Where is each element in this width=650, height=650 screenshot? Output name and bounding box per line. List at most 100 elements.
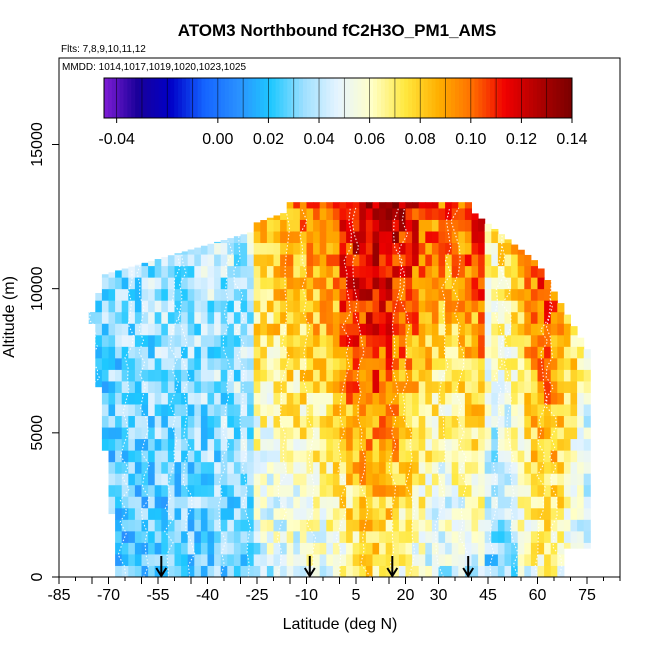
heatmap-cell (194, 450, 202, 463)
heatmap-cell (121, 519, 129, 532)
heatmap-cell (359, 542, 367, 555)
heatmap-cell (379, 277, 387, 290)
heatmap-cell (167, 404, 175, 417)
heatmap-cell (445, 404, 453, 417)
heatmap-cell (464, 450, 472, 463)
heatmap-cell (200, 334, 208, 347)
heatmap-cell (233, 242, 241, 255)
heatmap-cell (392, 530, 400, 543)
heatmap-cell (339, 565, 347, 578)
heatmap-cell (550, 323, 558, 336)
heatmap-cell (517, 369, 525, 382)
heatmap-cell (313, 231, 321, 244)
heatmap-cell (511, 553, 519, 566)
heatmap-cell (550, 496, 558, 509)
heatmap-cell (108, 311, 116, 324)
heatmap-cell (544, 496, 552, 509)
heatmap-cell (181, 438, 189, 451)
heatmap-cell (365, 553, 373, 566)
colorbar-segment (143, 78, 148, 118)
heatmap-cell (392, 202, 400, 209)
heatmap-cell (557, 415, 565, 428)
heatmap-cell (339, 242, 347, 255)
x-tick-label: 30 (430, 587, 448, 604)
heatmap-cell (372, 300, 380, 313)
heatmap-cell (497, 473, 505, 486)
heatmap-cell (491, 530, 499, 543)
heatmap-cell (392, 357, 400, 370)
heatmap-cell (491, 542, 499, 555)
heatmap-cell (570, 380, 578, 393)
heatmap-cell (161, 404, 169, 417)
heatmap-cell (550, 311, 558, 324)
heatmap-cell (148, 334, 156, 347)
heatmap-cell (273, 369, 281, 382)
heatmap-cell (544, 346, 552, 359)
heatmap-cell (365, 450, 373, 463)
heatmap-cell (181, 300, 189, 313)
heatmap-cell (458, 450, 466, 463)
heatmap-cell (372, 438, 380, 451)
heatmap-cell (471, 346, 479, 359)
heatmap-cell (346, 450, 354, 463)
heatmap-cell (563, 519, 571, 532)
heatmap-cell (154, 461, 162, 474)
heatmap-cell (101, 274, 109, 278)
heatmap-cell (148, 265, 156, 278)
heatmap-cell (550, 507, 558, 520)
heatmap-cell (194, 288, 202, 301)
heatmap-cell (372, 334, 380, 347)
heatmap-cell (431, 496, 439, 509)
heatmap-cell (240, 380, 248, 393)
heatmap-cell (425, 369, 433, 382)
heatmap-cell (194, 404, 202, 417)
heatmap-cell (326, 219, 334, 232)
heatmap-cell (286, 542, 294, 555)
heatmap-cell (220, 288, 228, 301)
heatmap-cell (194, 427, 202, 440)
heatmap-cell (471, 530, 479, 543)
heatmap-cell (511, 461, 519, 474)
heatmap-cell (471, 369, 479, 382)
heatmap-cell (313, 202, 321, 209)
heatmap-cell (260, 404, 268, 417)
heatmap-cell (128, 507, 136, 520)
heatmap-cell (313, 277, 321, 290)
heatmap-cell (200, 265, 208, 278)
heatmap-cell (352, 530, 360, 543)
heatmap-cell (491, 507, 499, 520)
colorbar-segment (115, 78, 121, 118)
heatmap-cell (530, 288, 538, 301)
arrow-head (386, 567, 399, 578)
heatmap-cell (557, 380, 565, 393)
heatmap-cell (115, 277, 123, 290)
heatmap-cell (583, 507, 591, 520)
heatmap-cell (544, 484, 552, 497)
heatmap-cell (332, 357, 340, 370)
heatmap-cell (365, 484, 373, 497)
heatmap-cell (491, 450, 499, 463)
heatmap-cell (141, 334, 149, 347)
heatmap-cell (464, 392, 472, 405)
heatmap-cell (484, 461, 492, 474)
heatmap-cell (148, 553, 156, 566)
heatmap-cell (280, 357, 288, 370)
colorbar-segment (365, 78, 370, 118)
heatmap-cell (319, 311, 327, 324)
heatmap-cell (425, 277, 433, 290)
heatmap-cell (306, 404, 314, 417)
heatmap-cell (194, 553, 202, 566)
heatmap-cell (115, 300, 123, 313)
flight-track (87, 292, 103, 419)
heatmap-cell (280, 311, 288, 324)
colorbar-segment (314, 78, 319, 118)
colorbar-segment (396, 78, 401, 118)
heatmap-cell (392, 242, 400, 255)
heatmap-cell (273, 334, 281, 347)
heatmap-cell (207, 288, 215, 301)
colorbar-tick-label: 0.08 (405, 131, 436, 148)
heatmap-cell (167, 277, 175, 290)
heatmap-cell (207, 300, 215, 313)
heatmap-cell (266, 300, 274, 313)
